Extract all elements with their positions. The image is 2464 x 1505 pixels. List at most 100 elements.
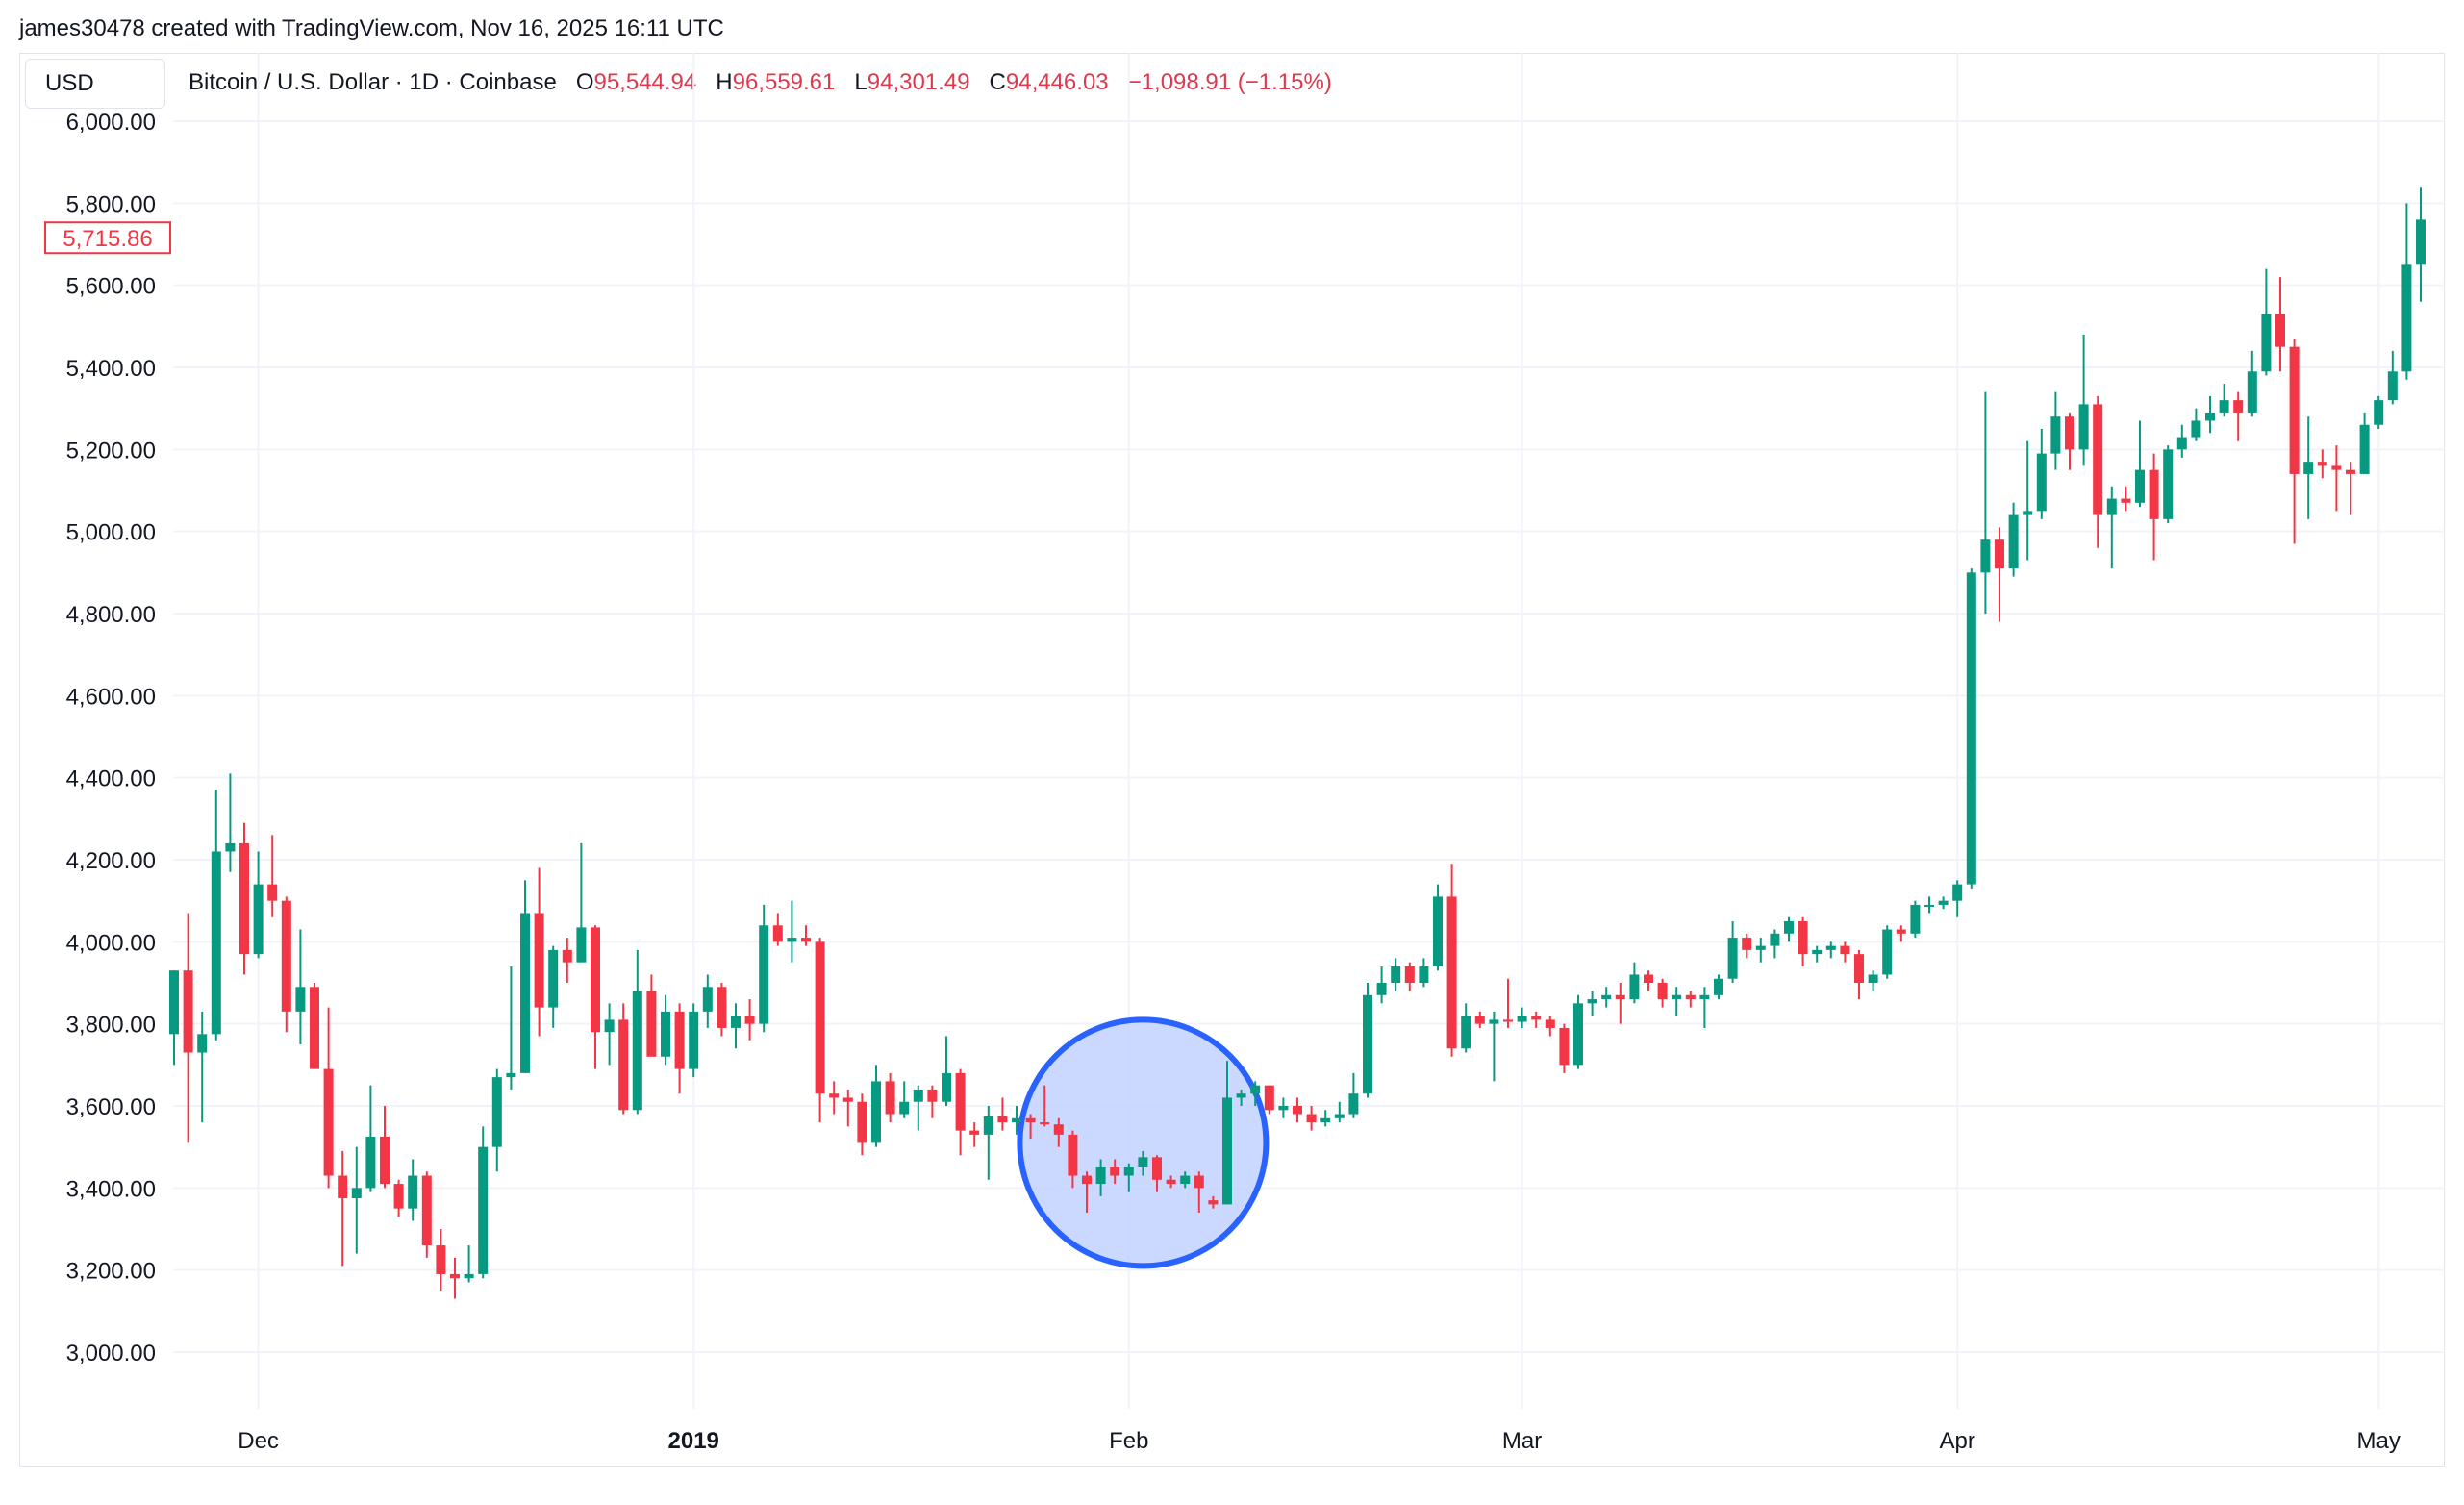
candle (1250, 1081, 1261, 1106)
y-tick-label: 4,200.00 (66, 848, 156, 874)
candle (562, 938, 572, 983)
candle (2331, 445, 2342, 512)
candle-body (2359, 424, 2370, 474)
candle-body (702, 987, 713, 1012)
candle (1348, 1072, 1359, 1118)
candle-body (2135, 469, 2145, 503)
candle-body (2317, 462, 2327, 466)
candle (2359, 412, 2370, 474)
candle-body (717, 987, 727, 1028)
candle (2036, 429, 2047, 519)
candle-body (2093, 404, 2103, 515)
candle-body (1264, 1085, 1274, 1111)
candle (772, 913, 783, 946)
candle (1938, 896, 1949, 910)
candle (2303, 416, 2314, 519)
candle-body (871, 1081, 881, 1143)
candle-body (2387, 371, 2398, 401)
candle (815, 938, 825, 1123)
candle-body (548, 949, 559, 1008)
candle-body (1798, 921, 1808, 955)
candle (1615, 983, 1625, 1024)
candle-body (1910, 904, 1921, 934)
y-tick-label: 4,000.00 (66, 930, 156, 956)
currency-button[interactable]: USD (25, 59, 165, 109)
candle-body (1180, 1175, 1191, 1185)
candle-body (1644, 974, 1653, 983)
candle-body (1474, 1016, 1485, 1024)
candle (506, 966, 516, 1090)
candle (211, 790, 221, 1041)
candle-body (1840, 945, 1850, 955)
candle-body (661, 1011, 670, 1057)
candle (1363, 983, 1372, 1098)
candle (2135, 420, 2145, 508)
candle-body (1854, 954, 1864, 983)
y-tick-label: 3,800.00 (66, 1013, 156, 1039)
candle-body (1152, 1157, 1162, 1180)
candle-body (942, 1072, 951, 1102)
candle (421, 1171, 432, 1258)
candle (1208, 1195, 1219, 1209)
candle-body (674, 1011, 685, 1069)
candle-body (253, 884, 264, 955)
candle-body (2163, 449, 2174, 519)
candle (759, 904, 769, 1033)
candle (1166, 1175, 1176, 1189)
candle (281, 896, 291, 1033)
candle-body (1278, 1106, 1289, 1111)
candle (2261, 268, 2272, 376)
current-price-tag-box (44, 221, 171, 255)
candle-body (1433, 896, 1443, 966)
candle (2275, 277, 2285, 372)
candle-body (1770, 933, 1780, 946)
highlight-circle (1017, 1016, 1270, 1269)
candle-body (815, 941, 825, 1094)
candle-body (1012, 1117, 1021, 1123)
candle-body (899, 1101, 910, 1115)
candle (1095, 1159, 1106, 1196)
candle (2106, 486, 2117, 569)
candle (1180, 1171, 1191, 1189)
candle-body (267, 884, 278, 901)
candle (885, 1072, 895, 1123)
x-tick-label: Feb (1109, 1428, 1148, 1454)
chart-frame (19, 53, 2445, 1467)
candle-body (323, 1068, 334, 1176)
candle (310, 983, 319, 1069)
candle (2163, 445, 2174, 524)
candle-body (1348, 1093, 1359, 1115)
candle-body (1404, 966, 1415, 983)
candle-body (1980, 539, 1991, 573)
candle (1812, 945, 1823, 963)
candle (338, 1150, 348, 1267)
candle-body (2106, 498, 2117, 515)
candle (548, 945, 559, 1028)
candle-body (1615, 994, 1625, 1000)
candle (661, 994, 670, 1066)
candle-body (576, 927, 587, 963)
candle (591, 925, 600, 1069)
candle-body (829, 1093, 840, 1098)
candle-body (421, 1175, 432, 1246)
candle-body (183, 970, 193, 1053)
candle (1587, 991, 1597, 1016)
candle (1685, 991, 1696, 1008)
candle (1924, 896, 1934, 914)
candle-body (1376, 983, 1387, 995)
legend-symbol[interactable]: Bitcoin / U.S. Dollar · 1D · Coinbase (189, 69, 557, 95)
candle-body (169, 970, 179, 1035)
candle (1644, 970, 1653, 991)
legend-close-value: 94,446.03 (1005, 69, 1109, 95)
candle-body (1812, 949, 1823, 955)
candle (2093, 395, 2103, 548)
candle (2050, 391, 2061, 470)
candle-body (211, 851, 221, 1035)
candle (1194, 1171, 1204, 1213)
candle (2205, 395, 2215, 434)
candle-body (1601, 994, 1612, 1000)
y-tick-label: 4,600.00 (66, 684, 156, 710)
candle (842, 1089, 853, 1127)
candle-body (1587, 999, 1597, 1004)
